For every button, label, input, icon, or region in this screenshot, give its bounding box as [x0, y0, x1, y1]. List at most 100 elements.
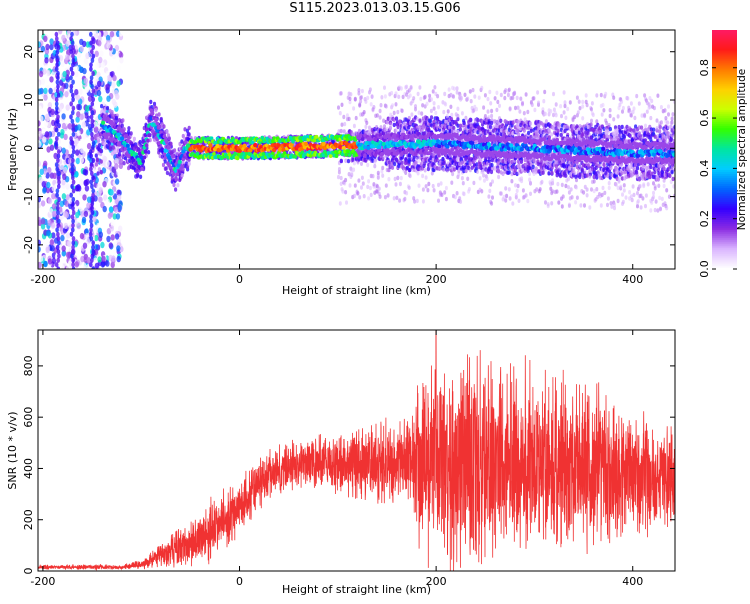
spectral-cell	[580, 167, 585, 173]
spectral-cell	[113, 149, 117, 154]
spectral-cell	[530, 102, 534, 108]
spectral-cell	[507, 187, 511, 192]
spectral-cell	[433, 85, 437, 90]
spectral-cell	[505, 120, 509, 125]
spectral-cell	[109, 189, 114, 196]
spectral-cell	[42, 136, 47, 143]
spectral-cell	[110, 234, 115, 241]
spectral-cell	[73, 192, 78, 199]
spectral-cell	[570, 195, 574, 200]
spectral-cell	[399, 86, 403, 91]
spectral-cell	[398, 198, 402, 203]
spectral-cell	[551, 178, 555, 183]
spectral-cell	[423, 168, 427, 173]
spectral-cell	[339, 91, 343, 96]
spectral-cell	[71, 240, 76, 246]
spectral-cell	[364, 124, 368, 129]
spectral-cell	[393, 161, 397, 167]
spectral-cell	[458, 196, 462, 201]
spectral-cell	[45, 43, 50, 51]
spectral-cell	[495, 124, 499, 129]
spectral-cell	[70, 162, 74, 168]
spectral-cell	[564, 115, 568, 121]
spectral-cell	[551, 189, 555, 194]
spectral-cell	[71, 57, 76, 64]
spectral-cell	[112, 213, 117, 220]
spectral-cell	[86, 202, 91, 209]
spectral-cell	[45, 246, 50, 254]
spectral-cell	[445, 168, 449, 173]
spectral-cell	[92, 30, 97, 35]
spectral-cell	[122, 161, 126, 166]
spectral-cell	[480, 85, 484, 91]
spectral-cell	[100, 212, 105, 220]
spectral-cell	[437, 105, 440, 110]
spectral-cell	[85, 178, 90, 186]
spectral-cell	[71, 179, 76, 185]
spectral-cell	[569, 187, 573, 192]
spectral-cell	[560, 113, 563, 119]
spectral-cell	[77, 79, 82, 86]
spectral-cell	[65, 104, 70, 111]
spectral-cell	[417, 158, 421, 164]
spectral-cell	[463, 92, 467, 98]
spectral-cell	[388, 125, 392, 131]
spectral-cell	[516, 128, 520, 133]
spectral-cell	[54, 144, 59, 150]
spectral-cell	[116, 194, 122, 201]
spectral-cell	[51, 185, 56, 192]
spectral-cell	[100, 61, 106, 68]
spectral-cell	[62, 70, 67, 78]
spectral-cell	[108, 242, 114, 249]
spectral-cell	[71, 222, 75, 229]
spectral-cell	[515, 95, 519, 101]
spectral-cell	[56, 231, 60, 237]
spectral-cell	[458, 127, 462, 132]
spectral-cell	[541, 107, 545, 112]
spectral-cell	[96, 171, 100, 176]
spectral-cell	[426, 166, 430, 172]
spectral-cell	[549, 109, 553, 114]
spectral-cell	[57, 123, 61, 129]
spectral-cell	[392, 110, 396, 116]
spectral-cell	[57, 170, 61, 176]
spectral-cell	[516, 105, 520, 110]
spectral-cell	[352, 161, 356, 166]
spectral-cell	[368, 185, 372, 191]
spectral-cell	[337, 105, 340, 110]
spectral-cell	[462, 191, 466, 197]
spectral-cell	[44, 76, 50, 83]
spectral-cell	[71, 62, 75, 68]
spectral-cell	[121, 118, 125, 123]
spectral-cell	[101, 260, 106, 267]
spectral-cell	[359, 99, 363, 104]
spectral-cell	[71, 105, 76, 111]
spectral-cell	[590, 187, 593, 192]
spectral-cell	[487, 194, 491, 199]
spectral-cell	[54, 53, 59, 59]
spectral-cell	[536, 90, 540, 95]
spectral-cell	[111, 81, 116, 89]
spectral-cell	[562, 110, 566, 115]
spectral-cell	[70, 70, 75, 77]
spectral-cell	[57, 196, 61, 203]
spectral-cell	[397, 94, 401, 100]
spectral-cell	[99, 170, 103, 175]
spectral-cell	[423, 94, 427, 100]
spectral-cell	[550, 201, 554, 206]
spectral-cell	[168, 172, 172, 177]
spectral-cell	[102, 205, 107, 213]
spectral-cell	[99, 50, 104, 57]
spectral-cell	[58, 30, 63, 35]
spectral-cell	[584, 93, 588, 98]
spectral-cell	[516, 183, 520, 189]
spectral-cell	[424, 184, 428, 189]
spectral-cell	[49, 239, 55, 246]
spectral-cell	[55, 205, 60, 211]
spectral-cell	[62, 173, 67, 180]
spectral-cell	[378, 108, 382, 114]
spectral-cell	[90, 131, 94, 137]
spectral-cell	[435, 157, 439, 163]
spectral-cell	[348, 96, 352, 102]
spectral-cell	[368, 87, 372, 92]
